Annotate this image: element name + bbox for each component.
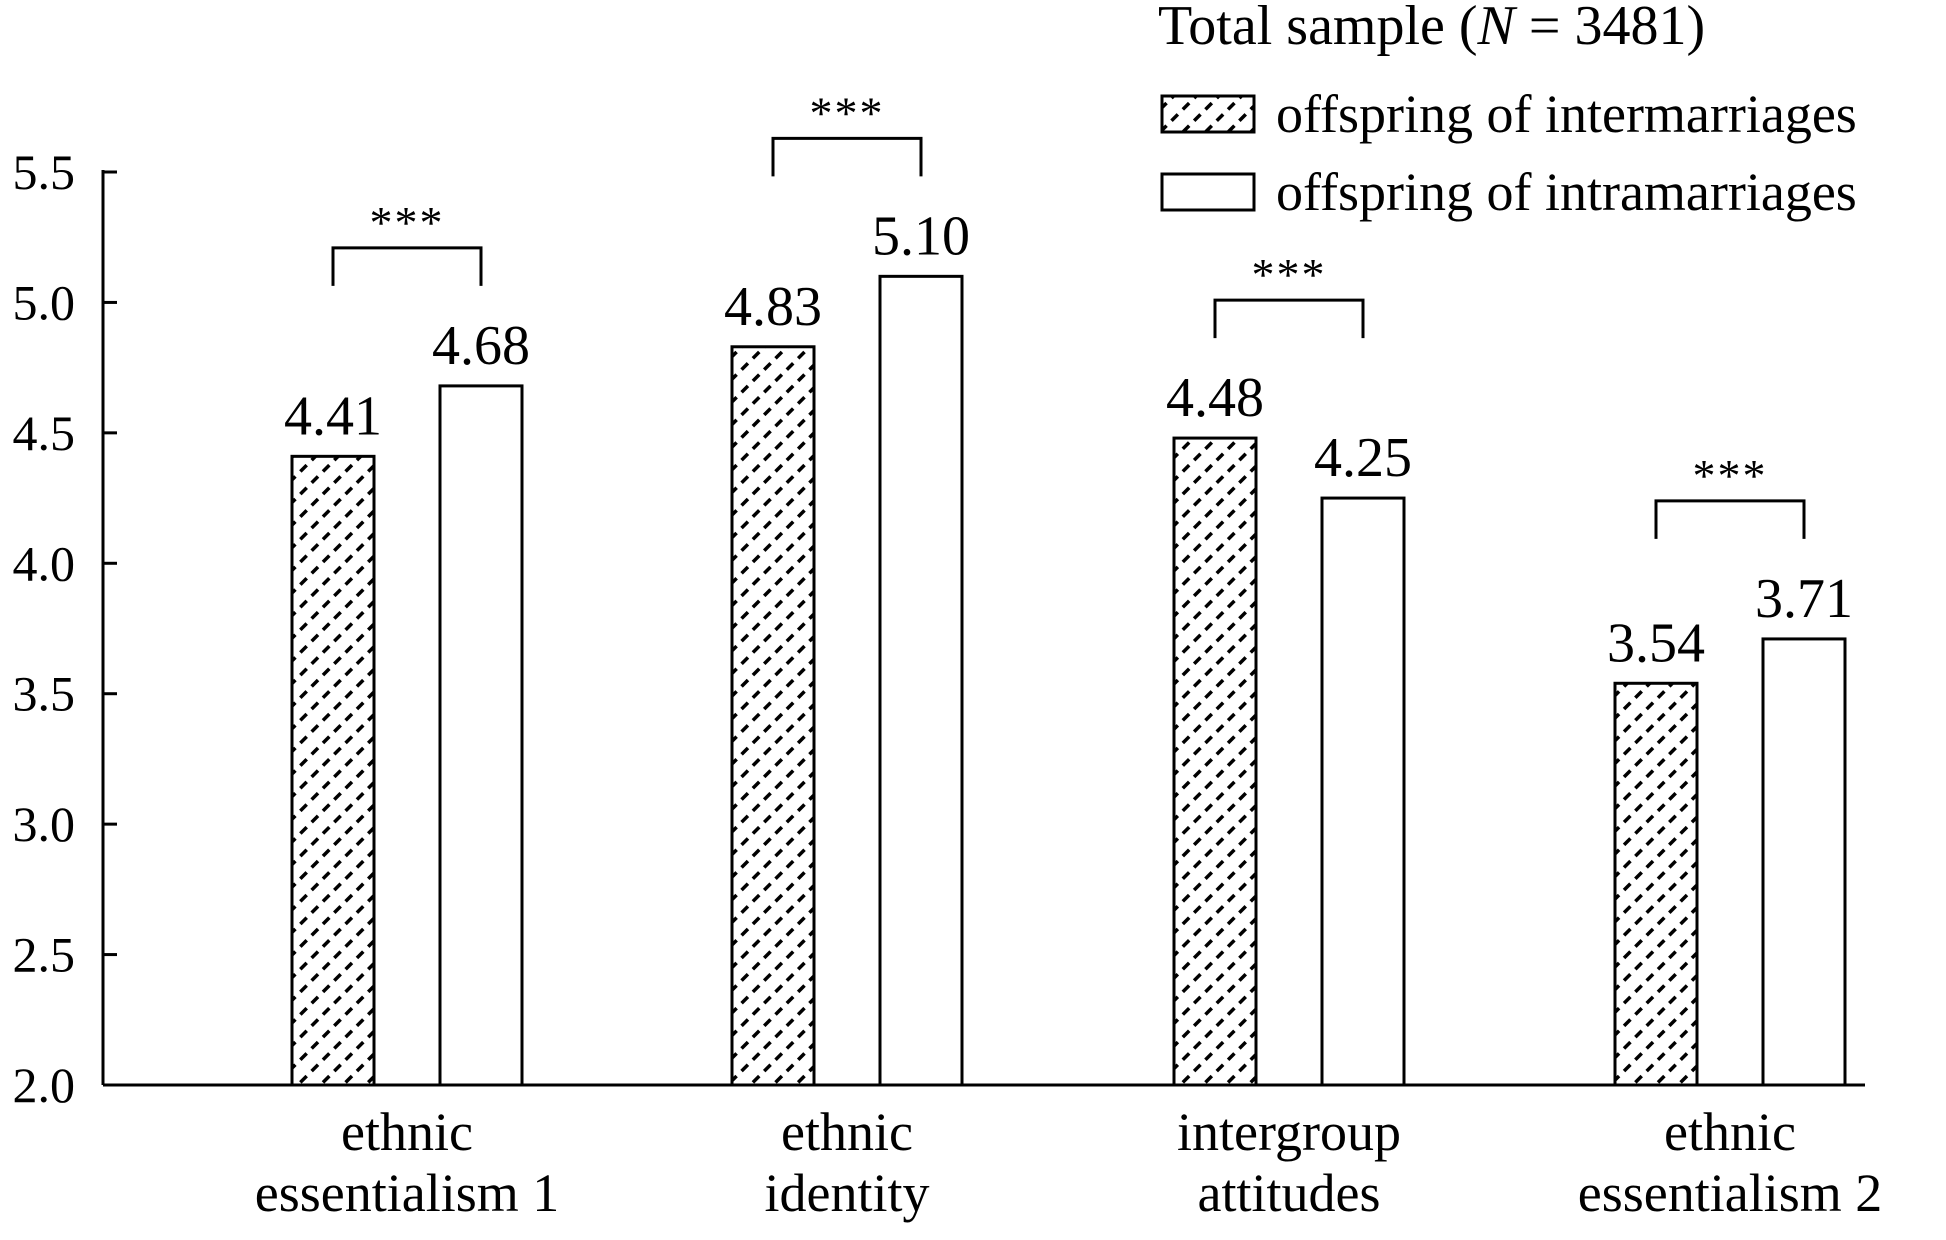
significance-bracket	[331, 246, 483, 286]
y-tick-label: 2.5	[13, 927, 76, 983]
category-label: essentialism 1	[255, 1163, 559, 1223]
value-label: 4.48	[1166, 367, 1264, 429]
category-label: ethnic	[341, 1102, 473, 1162]
significance-marker: ***	[1693, 450, 1768, 501]
legend: Total sample (N = 3481) offspring of int…	[1158, 0, 1857, 222]
category-label: essentialism 2	[1578, 1163, 1882, 1223]
y-tick-label: 5.0	[13, 274, 76, 330]
y-tick-label: 5.5	[13, 144, 76, 200]
value-label: 3.71	[1755, 568, 1853, 630]
value-label: 5.10	[872, 205, 970, 267]
bar-intermarriages	[730, 345, 816, 1087]
legend-title: Total sample (N = 3481)	[1158, 0, 1705, 57]
value-label: 4.41	[284, 385, 382, 447]
y-tick-label: 3.5	[13, 666, 76, 722]
legend-label-intermarriages: offspring of intermarriages	[1276, 84, 1857, 144]
significance-marker: ***	[1252, 249, 1327, 300]
legend-swatch-intramarriages	[1160, 172, 1256, 212]
significance-marker: ***	[810, 87, 885, 138]
y-tick-label: 4.5	[13, 405, 76, 461]
category-label: intergroup	[1177, 1102, 1401, 1162]
value-label: 4.25	[1314, 427, 1412, 489]
value-label: 3.54	[1607, 612, 1705, 674]
y-tick-label: 4.0	[13, 535, 76, 591]
significance-brackets: *** *** *** ***	[331, 87, 1806, 539]
category-label: ethnic	[781, 1102, 913, 1162]
legend-label-intramarriages: offspring of intramarriages	[1276, 162, 1857, 222]
bar-intermarriages	[290, 454, 376, 1087]
value-labels: 4.41 4.68 4.83 5.10 4.48 4.25 3.54 3.71	[284, 205, 1853, 674]
value-label: 4.83	[724, 276, 822, 338]
y-tick-label: 3.0	[13, 796, 76, 852]
significance-bracket	[771, 136, 923, 177]
bar-intramarriages	[878, 274, 964, 1087]
significance-bracket	[1213, 298, 1365, 339]
significance-marker: ***	[370, 197, 445, 248]
bar-intramarriages	[1320, 496, 1406, 1087]
bar-intramarriages	[438, 384, 524, 1087]
category-label: identity	[765, 1163, 930, 1223]
bar-intermarriages	[1172, 436, 1258, 1087]
y-tick-label: 2.0	[13, 1057, 76, 1113]
value-label: 4.68	[432, 315, 530, 377]
legend-swatch-intermarriages	[1160, 94, 1256, 134]
category-label: attitudes	[1198, 1163, 1381, 1223]
bar-intermarriages	[1613, 681, 1699, 1087]
category-label: ethnic	[1664, 1102, 1796, 1162]
bars	[290, 274, 1847, 1087]
y-axis: 2.0 2.5 3.0 3.5 4.0 4.5 5.0 5.5	[13, 144, 117, 1113]
bar-intramarriages	[1761, 637, 1847, 1087]
significance-bracket	[1654, 499, 1806, 539]
